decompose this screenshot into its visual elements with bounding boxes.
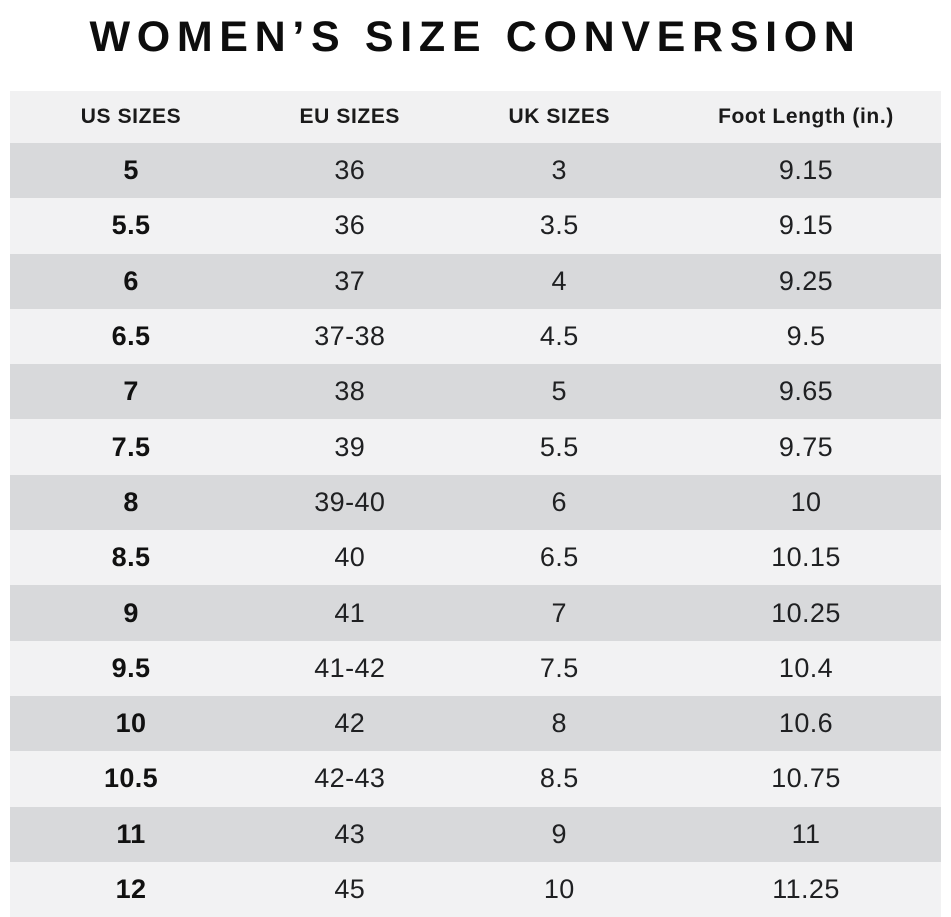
table-cell-uk-size: 9 [551, 818, 567, 849]
column-header-us-sizes: US SIZES [10, 91, 253, 143]
table-cell-us-size: 9.5 [111, 652, 151, 683]
table-cell-eu-size: 39 [334, 431, 366, 462]
column-header-eu-sizes: EU SIZES [252, 91, 448, 143]
table-cell-uk-size: 3.5 [539, 210, 579, 241]
table-cell-us-size: 6 [123, 265, 139, 296]
table-cell-uk-size: 3 [551, 155, 567, 186]
table-cell-foot-length: 10 [790, 486, 822, 517]
table-cell-foot-length: 10.6 [778, 708, 834, 739]
table-row: 10.5 42-43 8.5 10.75 [10, 751, 941, 807]
table-row: 10 42 8 10.6 [10, 695, 941, 752]
table-cell-uk-size: 8.5 [539, 763, 579, 794]
table-cell-eu-size: 37 [334, 265, 366, 296]
table-cell-eu-size: 42-43 [314, 763, 386, 794]
table-cell-us-size: 8 [123, 486, 139, 517]
table-cell-eu-size: 40 [334, 542, 366, 573]
table-cell-uk-size: 5 [551, 376, 567, 407]
table-cell-uk-size: 6.5 [539, 542, 579, 573]
table-cell-eu-size: 45 [334, 874, 366, 904]
table-cell-uk-size: 7 [551, 597, 567, 628]
table-cell-us-size: 7.5 [111, 431, 151, 462]
table-cell-us-size: 11 [116, 818, 146, 849]
table-row: 9.5 41-42 7.5 10.4 [10, 640, 941, 696]
table-cell-us-size: 6.5 [111, 321, 151, 352]
table-cell-eu-size: 36 [334, 210, 366, 241]
header-row: US SIZES EU SIZES UK SIZES Foot Length (… [10, 91, 941, 143]
table-cell-eu-size: 41-42 [314, 652, 386, 683]
table-cell-eu-size: 39-40 [314, 486, 386, 517]
table-row: 5 36 3 9.15 [10, 143, 941, 199]
table-cell-us-size: 10.5 [103, 763, 159, 794]
table-cell-foot-length: 9.15 [778, 155, 834, 186]
column-header-uk-sizes: UK SIZES [447, 91, 671, 143]
table-row: 7.5 39 5.5 9.75 [10, 419, 941, 475]
table-cell-us-size: 9 [123, 597, 139, 628]
table-cell-uk-size: 5.5 [539, 431, 579, 462]
table-cell-foot-length: 10.25 [771, 597, 841, 628]
table-row: 11 43 9 11 [10, 806, 941, 862]
table-body: 5 36 3 9.15 5.5 36 3.5 9.15 6 37 4 9.25 6.5 37-38 4.5 9… [10, 143, 941, 917]
table-cell-us-size: 12 [115, 874, 147, 904]
table-cell-foot-length: 11.25 [772, 874, 840, 904]
table-cell-foot-length: 10.4 [778, 652, 834, 683]
table-cell-us-size: 7 [123, 376, 139, 407]
table-row: 5.5 36 3.5 9.15 [10, 198, 941, 254]
table-cell-us-size: 5 [123, 155, 139, 186]
page-title: WOMEN’S SIZE CONVERSION [89, 13, 862, 61]
table-row: 6 37 4 9.25 [10, 253, 941, 309]
table-cell-foot-length: 10.75 [771, 763, 841, 794]
table-cell-eu-size: 41 [334, 597, 366, 628]
table-row: 7 38 5 9.65 [10, 364, 941, 420]
table-cell-foot-length: 10.15 [771, 542, 841, 573]
table-cell-uk-size: 7.5 [539, 652, 579, 683]
table-cell-foot-length: 9.25 [778, 265, 834, 296]
table-cell-eu-size: 37-38 [314, 321, 386, 352]
table-cell-us-size: 8.5 [111, 542, 151, 573]
table-cell-foot-length: 9.15 [778, 210, 834, 241]
table-cell-uk-size: 4 [551, 265, 567, 296]
table-cell-uk-size: 4.5 [539, 321, 579, 352]
size-conversion-table: US SIZES EU SIZES UK SIZES Foot Length (… [10, 91, 941, 917]
table-cell-eu-size: 36 [334, 155, 366, 186]
column-header-foot-length: Foot Length (in.) [670, 91, 941, 143]
table-cell-us-size: 10 [115, 708, 147, 739]
size-table: US SIZES EU SIZES UK SIZES Foot Length (… [10, 91, 941, 917]
table-cell-eu-size: 42 [334, 708, 366, 739]
table-cell-foot-length: 11 [791, 818, 821, 849]
table-row: 9 41 7 10.25 [10, 585, 941, 641]
table-cell-foot-length: 9.5 [786, 321, 826, 352]
table-cell-foot-length: 9.65 [778, 376, 834, 407]
table-cell-us-size: 5.5 [111, 210, 151, 241]
table-cell-uk-size: 8 [551, 708, 567, 739]
table-row: 8 39-40 6 10 [10, 474, 941, 531]
table-cell-eu-size: 38 [334, 376, 366, 407]
table-cell-uk-size: 6 [551, 486, 567, 517]
table-cell-eu-size: 43 [334, 818, 366, 849]
table-cell-foot-length: 9.75 [778, 431, 834, 462]
table-row: 6.5 37-38 4.5 9.5 [10, 308, 941, 365]
table-row: 8.5 40 6.5 10.15 [10, 530, 941, 586]
table-row: 12 45 10 11.25 [10, 861, 941, 917]
table-cell-uk-size: 10 [543, 874, 575, 904]
